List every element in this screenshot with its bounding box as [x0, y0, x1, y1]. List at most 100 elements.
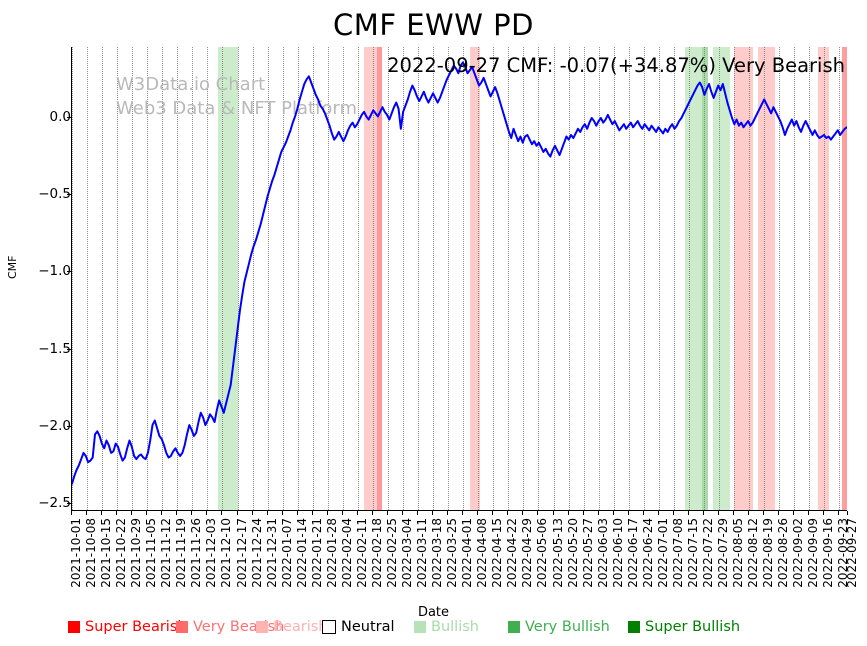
gridline: [824, 47, 826, 510]
y-tick-label: −0.5: [38, 185, 71, 202]
gridline: [794, 47, 796, 510]
gridline: [734, 47, 736, 510]
legend-label: Very Bullish: [525, 619, 610, 635]
gridline: [658, 47, 660, 510]
x-tick-mark: [793, 511, 795, 515]
gridlines-layer: [72, 47, 847, 510]
x-tick-mark: [567, 511, 569, 515]
gridline: [72, 47, 73, 510]
legend-item-super-bearish[interactable]: Super Bearish: [68, 619, 187, 635]
x-tick-label: 2022-05-20: [565, 518, 580, 588]
gridline: [448, 47, 450, 510]
gridline: [719, 47, 721, 510]
legend-item-super-bullish[interactable]: Super Bullish: [628, 619, 740, 635]
legend-item-bearish[interactable]: Bearish: [256, 619, 328, 635]
x-tick-mark: [522, 511, 524, 515]
x-tick-mark: [432, 511, 434, 515]
x-tick-mark: [86, 511, 88, 515]
x-tick-label: 2022-02-25: [384, 518, 399, 588]
gridline: [222, 47, 224, 510]
x-tick-mark: [537, 511, 539, 515]
x-tick-label: 2021-12-03: [204, 518, 219, 588]
x-tick-mark: [371, 511, 373, 515]
y-tick-mark: [67, 193, 71, 195]
gridline: [508, 47, 510, 510]
gridline: [553, 47, 555, 510]
x-tick-mark: [612, 511, 614, 515]
x-tick-mark: [296, 511, 298, 515]
x-tick-label: 2022-08-05: [731, 518, 746, 588]
x-tick-label: 2021-11-26: [189, 518, 204, 588]
x-tick-mark: [552, 511, 554, 515]
current-value-annotation: 2022-09-27 CMF: -0.07(+34.87%) Very Bear…: [387, 54, 845, 77]
gridline: [207, 47, 209, 510]
legend-swatch-icon: [68, 621, 80, 633]
x-tick-label: 2021-11-12: [159, 518, 174, 588]
legend-label: Super Bullish: [645, 619, 741, 635]
gridline: [809, 47, 811, 510]
x-tick-label: 2022-08-12: [746, 518, 761, 588]
x-tick-mark: [71, 511, 72, 515]
x-tick-label: 2022-03-04: [400, 518, 415, 588]
gridline: [688, 47, 690, 510]
y-tick-mark: [67, 348, 71, 350]
y-tick-label: 0.0: [49, 108, 71, 125]
gridline: [433, 47, 435, 510]
x-tick-label: 2022-05-13: [550, 518, 565, 588]
gridline: [357, 47, 359, 510]
gridline: [237, 47, 239, 510]
x-tick-mark: [477, 511, 479, 515]
gridline: [628, 47, 630, 510]
page-title: CMF EWW PD: [333, 8, 534, 42]
x-tick-label: 2021-10-22: [114, 518, 129, 588]
x-tick-label: 2022-08-19: [761, 518, 776, 588]
gridline: [749, 47, 751, 510]
legend-item-bullish[interactable]: Bullish: [414, 619, 479, 635]
x-tick-mark: [402, 511, 404, 515]
x-tick-mark: [191, 511, 193, 515]
y-tick-mark: [67, 271, 71, 273]
x-tick-mark: [718, 511, 720, 515]
x-tick-label: 2022-06-24: [640, 518, 655, 588]
x-tick-label: 2021-10-08: [84, 518, 99, 588]
x-tick-label: 2022-04-01: [460, 518, 475, 588]
legend-item-neutral[interactable]: Neutral: [322, 619, 395, 635]
x-tick-mark: [778, 511, 780, 515]
gridline: [252, 47, 254, 510]
x-tick-label: 2022-07-29: [716, 518, 731, 588]
x-tick-label: 2022-03-11: [415, 518, 430, 588]
x-tick-mark: [176, 511, 178, 515]
gridline: [372, 47, 374, 510]
x-tick-mark: [823, 511, 825, 515]
gridline: [267, 47, 269, 510]
x-tick-label: 2022-01-21: [309, 518, 324, 588]
gridline: [327, 47, 329, 510]
x-tick-mark: [356, 511, 358, 515]
x-tick-label: 2022-01-07: [279, 518, 294, 588]
x-tick-mark: [326, 511, 328, 515]
x-tick-label: 2021-10-15: [99, 518, 114, 588]
x-tick-label: 2022-09-16: [821, 518, 836, 588]
x-tick-mark: [251, 511, 253, 515]
x-tick-mark: [627, 511, 629, 515]
gridline: [538, 47, 540, 510]
x-tick-mark: [733, 511, 735, 515]
gridline: [643, 47, 645, 510]
legend-swatch-icon: [176, 621, 188, 633]
x-axis: 2021-10-01 2021-10-08 2021-10-15 2021-10-22…: [0, 511, 867, 611]
gridline: [493, 47, 495, 510]
gridline: [703, 47, 705, 510]
x-tick-label: 2022-09-02: [791, 518, 806, 588]
gridline: [403, 47, 405, 510]
gridline: [87, 47, 89, 510]
x-tick-mark: [447, 511, 449, 515]
gridline: [312, 47, 314, 510]
legend-item-very-bullish[interactable]: Very Bullish: [508, 619, 610, 635]
x-tick-mark: [492, 511, 494, 515]
y-tick-label: −2.5: [38, 495, 71, 512]
x-tick-mark: [462, 511, 464, 515]
gridline: [568, 47, 570, 510]
gridline: [132, 47, 134, 510]
x-axis-label: Date: [417, 605, 450, 620]
plot-area[interactable]: W3Data.io Chart Web3 Data & NFT Platform…: [71, 47, 847, 511]
